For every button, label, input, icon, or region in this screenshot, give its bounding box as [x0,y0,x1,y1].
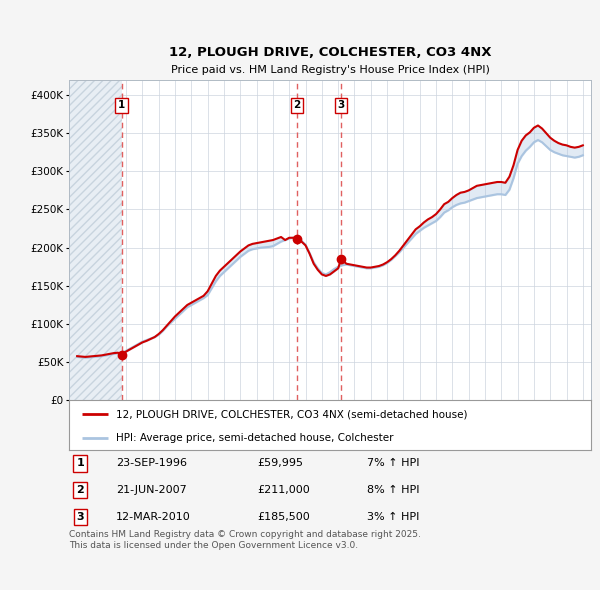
Text: HPI: Average price, semi-detached house, Colchester: HPI: Average price, semi-detached house,… [116,432,394,442]
Text: 1: 1 [77,458,85,468]
Text: 3% ↑ HPI: 3% ↑ HPI [367,512,419,522]
Text: 3: 3 [77,512,84,522]
Text: 21-JUN-2007: 21-JUN-2007 [116,485,187,495]
Text: £59,995: £59,995 [257,458,303,468]
Text: 7% ↑ HPI: 7% ↑ HPI [367,458,419,468]
Text: 23-SEP-1996: 23-SEP-1996 [116,458,187,468]
Text: 8% ↑ HPI: 8% ↑ HPI [367,485,419,495]
Text: 12, PLOUGH DRIVE, COLCHESTER, CO3 4NX (semi-detached house): 12, PLOUGH DRIVE, COLCHESTER, CO3 4NX (s… [116,409,467,419]
Text: 12, PLOUGH DRIVE, COLCHESTER, CO3 4NX: 12, PLOUGH DRIVE, COLCHESTER, CO3 4NX [169,46,491,59]
Text: £211,000: £211,000 [257,485,310,495]
Text: 3: 3 [338,100,345,110]
Bar [69,80,122,401]
Text: 2: 2 [77,485,85,495]
Text: 12-MAR-2010: 12-MAR-2010 [116,512,191,522]
Text: Contains HM Land Registry data © Crown copyright and database right 2025.
This d: Contains HM Land Registry data © Crown c… [69,530,421,550]
Text: £185,500: £185,500 [257,512,310,522]
Text: 2: 2 [293,100,301,110]
Text: 1: 1 [118,100,125,110]
Text: Price paid vs. HM Land Registry's House Price Index (HPI): Price paid vs. HM Land Registry's House … [170,65,490,75]
